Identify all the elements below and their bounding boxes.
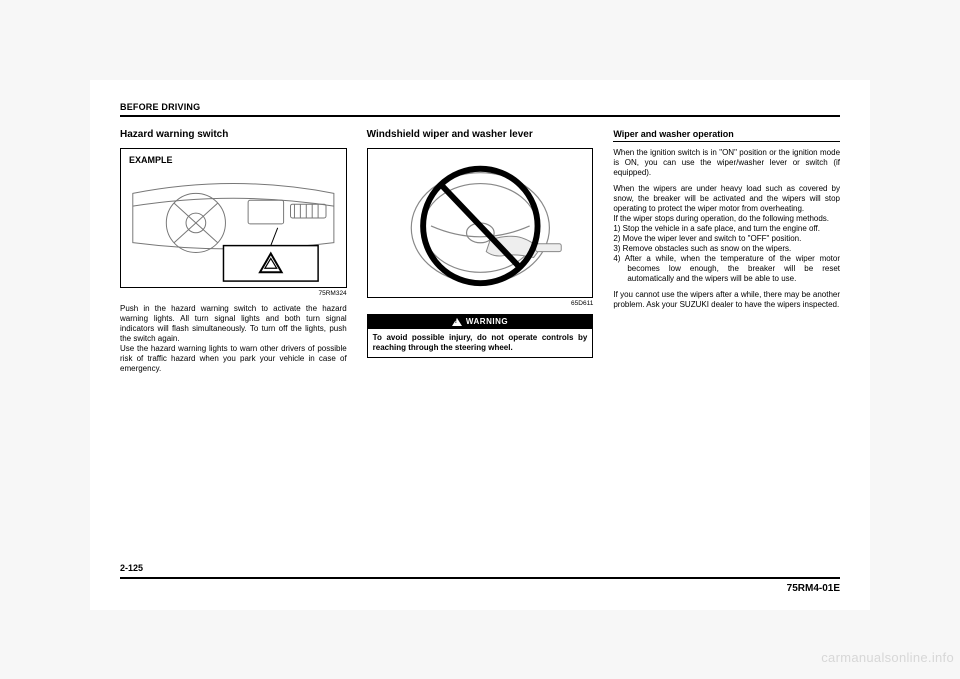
- page-number: 2-125: [120, 563, 840, 573]
- c3-para1: When the ignition switch is in "ON" posi…: [613, 148, 840, 178]
- step-3: 3) Remove obstacles such as snow on the …: [613, 244, 840, 254]
- header-rule: [120, 115, 840, 117]
- dashboard-illustration: [121, 149, 346, 287]
- wiper-figure: [367, 148, 594, 298]
- manual-page: BEFORE DRIVING Hazard warning switch EXA…: [90, 80, 870, 610]
- step-1: 1) Stop the vehicle in a safe place, and…: [613, 224, 840, 234]
- figure-example-label: EXAMPLE: [129, 155, 173, 166]
- prohibition-illustration: [368, 149, 593, 297]
- figure2-code: 65D611: [367, 300, 594, 308]
- warning-label: WARNING: [466, 317, 508, 327]
- column-3: Wiper and washer operation When the igni…: [613, 129, 840, 380]
- column-1: Hazard warning switch EXAMPLE: [120, 129, 347, 380]
- wiper-operation-subheading: Wiper and washer operation: [613, 129, 840, 142]
- hazard-figure: EXAMPLE: [120, 148, 347, 288]
- doc-code: 75RM4-01E: [120, 583, 840, 594]
- c3-para4: If you cannot use the wipers after a whi…: [613, 290, 840, 310]
- step-2: 2) Move the wiper lever and switch to "O…: [613, 234, 840, 244]
- warning-triangle-icon: [452, 318, 462, 326]
- content-columns: Hazard warning switch EXAMPLE: [120, 129, 840, 380]
- c3-para3: If the wiper stops during operation, do …: [613, 214, 840, 224]
- hazard-para2: Use the hazard warning lights to warn ot…: [120, 344, 347, 374]
- warning-box: WARNING To avoid possible injury, do not…: [367, 314, 594, 358]
- hazard-heading: Hazard warning switch: [120, 129, 347, 142]
- hazard-para1: Push in the hazard warning switch to act…: [120, 304, 347, 344]
- column-2: Windshield wiper and washer lever: [367, 129, 594, 380]
- section-title: BEFORE DRIVING: [120, 102, 840, 112]
- figure1-code: 75RM324: [120, 290, 347, 298]
- watermark-text: carmanualsonline.info: [821, 650, 954, 665]
- footer-rule: [120, 577, 840, 579]
- warning-header: WARNING: [368, 315, 593, 329]
- wiper-steps-list: 1) Stop the vehicle in a safe place, and…: [613, 224, 840, 284]
- page-footer: 2-125 75RM4-01E: [120, 563, 840, 594]
- wiper-heading: Windshield wiper and washer lever: [367, 129, 594, 142]
- page-header: BEFORE DRIVING: [120, 102, 840, 117]
- c3-para2: When the wipers are under heavy load suc…: [613, 184, 840, 214]
- step-4: 4) After a while, when the temperature o…: [613, 254, 840, 284]
- warning-body: To avoid possible injury, do not oper­at…: [368, 329, 593, 357]
